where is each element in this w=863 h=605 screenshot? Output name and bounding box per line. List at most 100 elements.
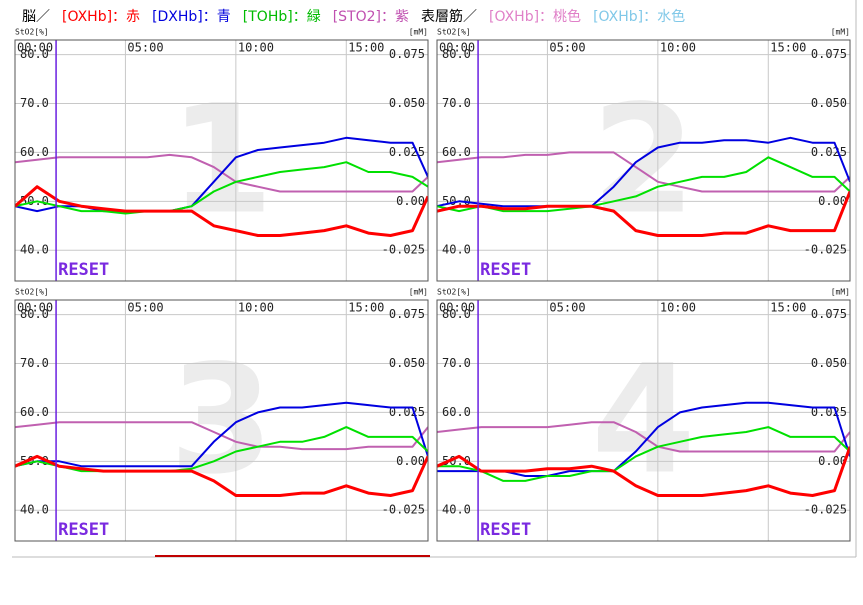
- y2-tick-label: -0.025: [382, 243, 425, 257]
- y-tick-label: 70.0: [20, 96, 49, 110]
- y2-axis-unit: [mM]: [831, 28, 850, 37]
- y2-tick-label: 0.00: [818, 454, 847, 468]
- y-tick-label: 40.0: [442, 243, 471, 257]
- x-tick-label: 15:00: [770, 301, 806, 315]
- legend-entry: 表層筋／: [421, 8, 477, 25]
- reset-label: RESET: [58, 260, 109, 280]
- x-tick-label: 15:00: [348, 301, 384, 315]
- series-line: [437, 136, 850, 208]
- series-line: [15, 454, 428, 497]
- legend-entry: [DXHb]：青: [152, 9, 231, 25]
- reset-label: RESET: [480, 520, 531, 540]
- x-tick-label: 00:00: [439, 41, 475, 55]
- y-tick-label: 80.0: [442, 307, 471, 321]
- x-tick-label: 10:00: [238, 301, 274, 315]
- y-tick-label: 80.0: [20, 47, 49, 61]
- y2-tick-label: 0.050: [389, 356, 425, 370]
- chart-panel: 140.050.060.070.080.0-0.0250.000.0250.05…: [14, 28, 429, 282]
- y2-axis-unit: [mM]: [831, 288, 850, 297]
- y2-tick-label: 0.00: [396, 194, 425, 208]
- series-line: [437, 446, 850, 497]
- legend-entry: [OXHb]：赤: [62, 9, 140, 25]
- y2-tick-label: 0.075: [389, 47, 425, 61]
- legend-entry: [STO2]：紫: [333, 9, 409, 25]
- legend-entry: [OXHb]：水色: [593, 8, 685, 25]
- y-tick-label: 50.0: [20, 194, 49, 208]
- y2-tick-label: 0.075: [389, 307, 425, 321]
- chart-watermark: 1: [169, 74, 273, 248]
- y2-tick-label: -0.025: [804, 503, 847, 517]
- y-tick-label: 60.0: [20, 405, 49, 419]
- series-line: [437, 156, 850, 213]
- y-tick-label: 70.0: [442, 96, 471, 110]
- series-line: [15, 421, 428, 451]
- y-tick-label: 60.0: [20, 145, 49, 159]
- y2-tick-label: 0.075: [811, 307, 847, 321]
- x-tick-label: 15:00: [348, 41, 384, 55]
- y2-axis-unit: [mM]: [409, 288, 428, 297]
- plot-area: [437, 40, 850, 281]
- legend-entry: [OXHb]：桃色: [489, 8, 581, 25]
- series-line: [437, 151, 850, 193]
- y-tick-label: 50.0: [442, 454, 471, 468]
- y-tick-label: 60.0: [442, 145, 471, 159]
- plot-area: [15, 40, 428, 281]
- legend-entry: [TOHb]：緑: [243, 9, 321, 25]
- y-axis-unit: StO2[%]: [15, 28, 49, 37]
- y2-axis-unit: [mM]: [409, 28, 428, 37]
- chart-watermark: 4: [591, 334, 695, 508]
- chart-panel: 240.050.060.070.080.0-0.0250.000.0250.05…: [436, 28, 851, 282]
- plot-frame: [436, 299, 851, 542]
- plot-area: [15, 300, 428, 541]
- y-tick-label: 80.0: [20, 307, 49, 321]
- plot-frame: [14, 39, 429, 282]
- series-line: [15, 185, 428, 237]
- plot-content: 40.050.060.070.080.0-0.0250.000.0250.050…: [437, 300, 850, 541]
- x-tick-label: 15:00: [770, 41, 806, 55]
- reset-label: RESET: [58, 520, 109, 540]
- x-tick-label: 00:00: [439, 301, 475, 315]
- chart-panel: 340.050.060.070.080.0-0.0250.000.0250.05…: [14, 288, 429, 542]
- series-line: [437, 190, 850, 237]
- x-tick-label: 00:00: [17, 301, 53, 315]
- y-tick-label: 40.0: [442, 503, 471, 517]
- y2-tick-label: 0.075: [811, 47, 847, 61]
- chart-panel: 440.050.060.070.080.0-0.0250.000.0250.05…: [436, 288, 851, 542]
- x-tick-label: 10:00: [238, 41, 274, 55]
- y2-tick-label: 0.00: [818, 194, 847, 208]
- y-tick-label: 60.0: [442, 405, 471, 419]
- series-line: [15, 153, 428, 193]
- x-tick-label: 10:00: [660, 41, 696, 55]
- y-tick-label: 70.0: [20, 356, 49, 370]
- chart-watermark: 2: [591, 74, 695, 248]
- x-tick-label: 05:00: [127, 301, 163, 315]
- y-tick-label: 40.0: [20, 503, 49, 517]
- chart-watermark: 3: [169, 334, 273, 508]
- y-axis-unit: StO2[%]: [437, 288, 471, 297]
- y-tick-label: 40.0: [20, 243, 49, 257]
- plot-content: 40.050.060.070.080.0-0.0250.000.0250.050…: [15, 40, 428, 281]
- series-line: [15, 161, 428, 215]
- legend-header: 脳／ [OXHb]：赤 [DXHb]：青 [TOHb]：緑 [STO2]：紫 表層筋／ [O…: [22, 8, 685, 25]
- x-tick-label: 05:00: [549, 41, 585, 55]
- series-line: [15, 401, 428, 468]
- y-axis-unit: StO2[%]: [437, 28, 471, 37]
- y2-tick-label: 0.050: [811, 356, 847, 370]
- y2-tick-label: 0.00: [396, 454, 425, 468]
- series-line: [437, 426, 850, 482]
- plot-area: [437, 300, 850, 541]
- y-tick-label: 80.0: [442, 47, 471, 61]
- x-tick-label: 05:00: [549, 301, 585, 315]
- y2-tick-label: -0.025: [382, 503, 425, 517]
- y2-tick-label: 0.025: [811, 145, 847, 159]
- y2-tick-label: -0.025: [804, 243, 847, 257]
- reset-label: RESET: [480, 260, 531, 280]
- legend-entry: 脳／: [22, 9, 50, 25]
- x-tick-label: 10:00: [660, 301, 696, 315]
- plot-frame: [436, 39, 851, 282]
- plot-frame: [14, 299, 429, 542]
- x-tick-label: 00:00: [17, 41, 53, 55]
- y-tick-label: 70.0: [442, 356, 471, 370]
